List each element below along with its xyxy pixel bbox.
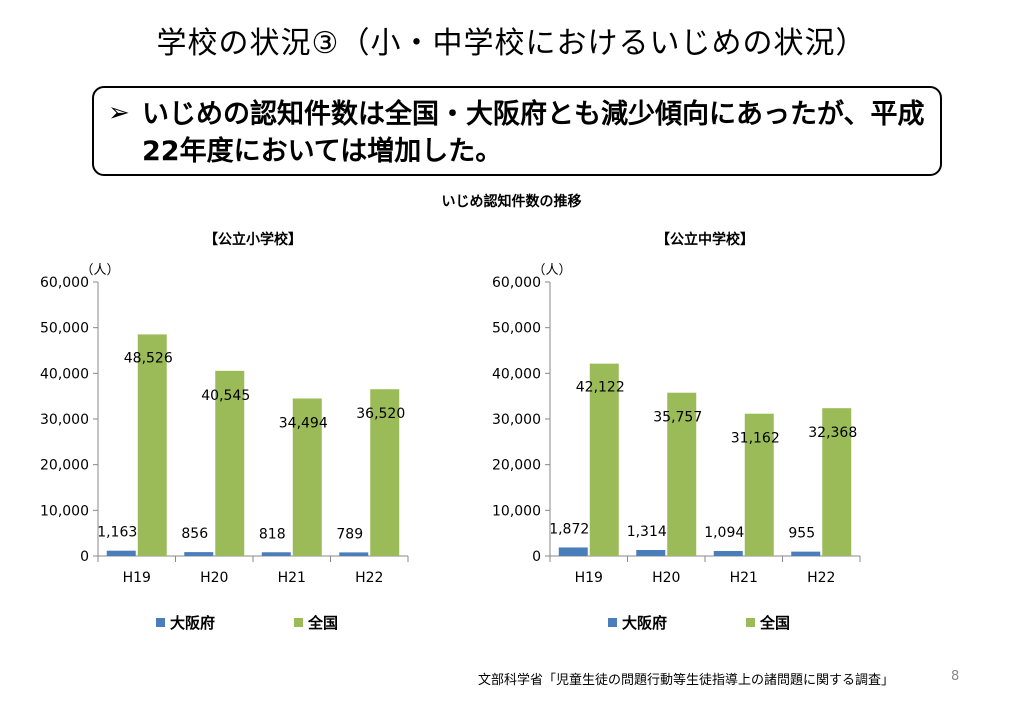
junior-high-category-label: H21 (730, 570, 758, 586)
elementary-osaka-bar (339, 552, 369, 556)
junior-high-national-bar (744, 413, 774, 556)
elementary-national-data-label: 40,545 (201, 388, 250, 404)
junior-high-ytick-label: 30,000 (492, 412, 541, 428)
elementary-category-label: H21 (278, 570, 306, 586)
junior-high-title: 【公立中学校】 (656, 231, 754, 248)
junior-high-national-data-label: 42,122 (576, 380, 625, 396)
junior-high-ytick-label: 50,000 (492, 321, 541, 337)
junior-high-osaka-bar (636, 549, 666, 556)
junior-high-osaka-data-label: 1,314 (627, 524, 667, 540)
slide-title: 学校の状況③（小・中学校におけるいじめの状況） (156, 26, 867, 61)
junior-high-ytick-label: 60,000 (492, 275, 541, 291)
elementary-osaka-bar (106, 550, 136, 556)
elementary-osaka-bar (261, 552, 291, 556)
junior-high-category-label: H19 (575, 570, 603, 586)
junior-high-national-data-label: 31,162 (731, 431, 780, 447)
junior-high-ytick-label: 0 (532, 549, 541, 565)
junior-high-national-bar (667, 392, 697, 556)
junior-high-ytick-label: 40,000 (492, 366, 541, 382)
elementary-national-bar (215, 370, 245, 556)
elementary-ytick-label: 40,000 (40, 366, 89, 382)
elementary-legend-swatch (156, 618, 165, 627)
elementary-osaka-bar (184, 552, 214, 556)
elementary-category-label: H22 (355, 570, 383, 586)
summary-box: ➢ いじめの認知件数は全国・大阪府とも減少傾向にあったが、平成22年度においては… (92, 86, 942, 176)
elementary-ytick-label: 0 (80, 549, 89, 565)
junior-high-national-data-label: 35,757 (653, 410, 702, 426)
elementary-osaka-data-label: 1,163 (97, 525, 137, 541)
elementary-national-data-label: 36,520 (356, 406, 405, 422)
elementary-legend-label: 全国 (307, 614, 338, 632)
elementary-legend-swatch (294, 618, 303, 627)
elementary-unit-label: （人） (80, 263, 119, 278)
junior-high-osaka-bar (558, 547, 588, 556)
elementary-national-data-label: 34,494 (279, 415, 328, 431)
elementary-national-bar (370, 389, 400, 556)
junior-high-category-label: H22 (807, 570, 835, 586)
junior-high-ytick-label: 20,000 (492, 458, 541, 474)
elementary-osaka-data-label: 856 (181, 526, 208, 542)
elementary-ytick-label: 60,000 (40, 275, 89, 291)
junior-high-legend-swatch (746, 618, 755, 627)
summary-text: いじめの認知件数は全国・大阪府とも減少傾向にあったが、平成22年度においては増加… (142, 99, 925, 167)
chart-caption: いじめ認知件数の推移 (441, 194, 582, 210)
bullet-arrow-icon: ➢ (108, 98, 130, 128)
junior-high-legend-swatch (608, 618, 617, 627)
source-note: 文部科学省「児童生徒の問題行動等生徒指導上の諸問題に関する調査」 (478, 673, 895, 688)
elementary-title: 【公立小学校】 (204, 231, 302, 248)
junior-high-national-bar (589, 363, 619, 556)
elementary-category-label: H20 (200, 570, 228, 586)
page-number: 8 (951, 669, 960, 684)
elementary-ytick-label: 50,000 (40, 321, 89, 337)
elementary-national-bar (137, 334, 167, 556)
elementary-ytick-label: 10,000 (40, 503, 89, 519)
junior-high-national-bar (822, 408, 852, 556)
junior-high-osaka-bar (713, 551, 743, 556)
junior-high-national-data-label: 32,368 (808, 425, 857, 441)
elementary-legend-label: 大阪府 (170, 614, 215, 632)
elementary-ytick-label: 30,000 (40, 412, 89, 428)
junior-high-legend-label: 全国 (759, 614, 790, 632)
elementary-osaka-data-label: 818 (259, 526, 286, 542)
elementary-osaka-data-label: 789 (336, 526, 363, 542)
elementary-national-data-label: 48,526 (124, 350, 173, 366)
junior-high-category-label: H20 (652, 570, 680, 586)
junior-high-osaka-bar (791, 551, 821, 556)
junior-high-osaka-data-label: 1,872 (549, 521, 589, 537)
junior-high-ytick-label: 10,000 (492, 503, 541, 519)
junior-high-osaka-data-label: 1,094 (704, 525, 744, 541)
elementary-category-label: H19 (123, 570, 151, 586)
junior-high-legend-label: 大阪府 (622, 614, 667, 632)
elementary-ytick-label: 20,000 (40, 458, 89, 474)
elementary-school-chart: 【公立小学校】 （人） 0 10,000 20,000 30,000 40,000 50,00… (40, 231, 409, 632)
elementary-national-bar (292, 398, 322, 556)
junior-high-unit-label: （人） (532, 263, 571, 278)
junior-high-school-chart: 【公立中学校】 （人） 0 10,000 20,000 30,000 40,000 50,00… (492, 231, 861, 632)
junior-high-osaka-data-label: 955 (788, 526, 815, 542)
